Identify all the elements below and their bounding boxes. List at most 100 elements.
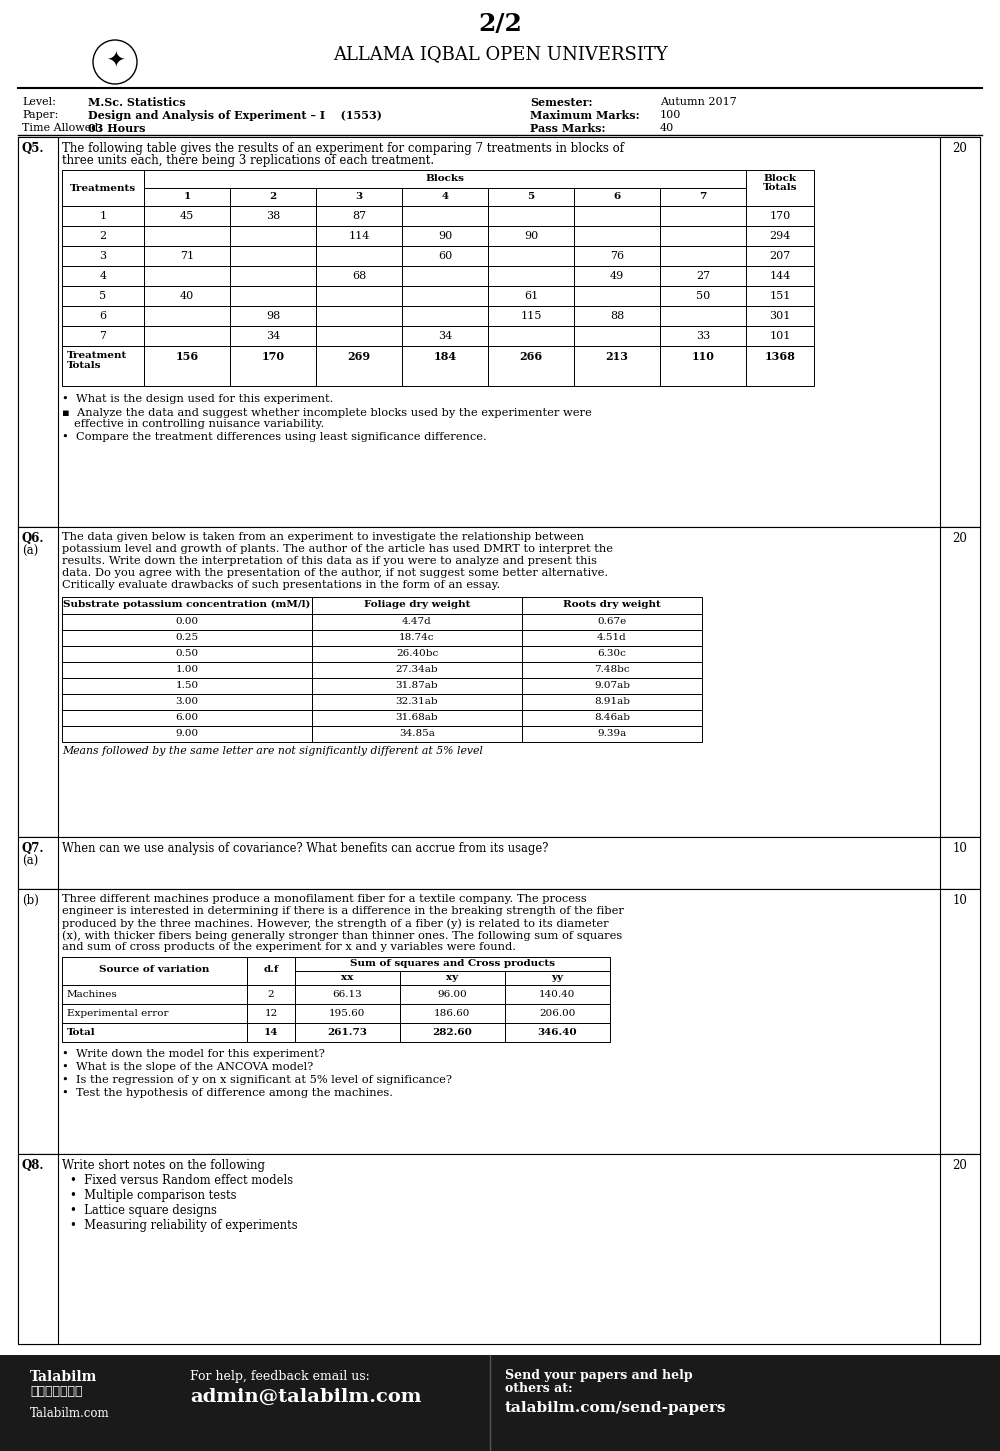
Text: •  What is the slope of the ANCOVA model?: • What is the slope of the ANCOVA model? — [62, 1062, 313, 1072]
Bar — [574, 247, 660, 266]
Bar — [316, 247, 402, 266]
Text: (a): (a) — [22, 855, 38, 868]
Text: 6.00: 6.00 — [175, 712, 199, 723]
Bar — [522, 710, 702, 726]
Bar — [230, 247, 316, 266]
Bar — [144, 345, 230, 386]
Text: Q8.: Q8. — [22, 1159, 44, 1172]
Bar — [312, 694, 522, 710]
Text: results. Write down the interpretation of this data as if you were to analyze an: results. Write down the interpretation o… — [62, 556, 597, 566]
Bar — [746, 226, 814, 247]
Bar — [316, 189, 402, 206]
Text: 8.91ab: 8.91ab — [594, 696, 630, 707]
Bar — [312, 726, 522, 741]
Bar — [247, 958, 295, 985]
Bar — [746, 326, 814, 345]
Bar — [247, 1023, 295, 1042]
Bar — [522, 596, 702, 614]
Bar — [144, 266, 230, 286]
Text: Totals: Totals — [67, 361, 102, 370]
Bar — [230, 189, 316, 206]
Bar — [144, 286, 230, 306]
Bar — [522, 678, 702, 694]
Text: 1.00: 1.00 — [175, 665, 199, 675]
Bar — [660, 247, 746, 266]
Bar — [62, 726, 312, 741]
Bar — [230, 266, 316, 286]
Bar — [402, 266, 488, 286]
Text: 10: 10 — [953, 842, 967, 855]
Text: 0.50: 0.50 — [175, 649, 199, 657]
Text: 20: 20 — [953, 142, 967, 155]
Text: 20: 20 — [953, 533, 967, 546]
Bar — [940, 1154, 980, 1344]
Text: Source of variation: Source of variation — [99, 965, 209, 974]
Text: 7: 7 — [699, 192, 707, 202]
Text: 170: 170 — [769, 210, 791, 221]
Text: 4.51d: 4.51d — [597, 633, 627, 641]
Bar — [488, 326, 574, 345]
Bar — [402, 345, 488, 386]
Text: 27.34ab: 27.34ab — [396, 665, 438, 675]
Text: 12: 12 — [264, 1008, 278, 1019]
Text: 0.25: 0.25 — [175, 633, 199, 641]
Bar — [18, 837, 58, 889]
Text: 10: 10 — [953, 894, 967, 907]
Bar — [402, 189, 488, 206]
Text: Substrate potassium concentration (mM/l): Substrate potassium concentration (mM/l) — [63, 601, 311, 609]
Text: 76: 76 — [610, 251, 624, 261]
Text: 3: 3 — [355, 192, 363, 202]
Text: 20: 20 — [953, 1159, 967, 1172]
Bar — [230, 226, 316, 247]
Text: produced by the three machines. However, the strength of a fiber (y) is related : produced by the three machines. However,… — [62, 918, 609, 929]
Bar — [522, 694, 702, 710]
Text: engineer is interested in determining if there is a difference in the breaking s: engineer is interested in determining if… — [62, 905, 624, 916]
Text: 110: 110 — [692, 351, 714, 361]
Text: 6.30c: 6.30c — [598, 649, 626, 657]
Text: Q7.: Q7. — [22, 842, 44, 855]
Bar — [488, 306, 574, 326]
Bar — [144, 247, 230, 266]
Text: 34: 34 — [438, 331, 452, 341]
Text: three units each, there being 3 replications of each treatment.: three units each, there being 3 replicat… — [62, 154, 434, 167]
Text: 34: 34 — [266, 331, 280, 341]
Text: Block: Block — [764, 174, 796, 183]
Text: 96.00: 96.00 — [437, 990, 467, 998]
Text: Blocks: Blocks — [426, 174, 464, 183]
Text: 346.40: 346.40 — [537, 1027, 577, 1037]
Text: 2/2: 2/2 — [478, 12, 522, 36]
Text: 100: 100 — [660, 110, 681, 120]
Bar — [574, 266, 660, 286]
Text: 3.00: 3.00 — [175, 696, 199, 707]
Text: ✦: ✦ — [106, 52, 124, 73]
Bar — [295, 1004, 400, 1023]
Text: Maximum Marks:: Maximum Marks: — [530, 110, 640, 120]
Text: yy: yy — [551, 974, 563, 982]
Bar — [574, 326, 660, 345]
Bar — [316, 326, 402, 345]
Text: Semester:: Semester: — [530, 97, 592, 107]
Bar — [144, 170, 746, 189]
Text: For help, feedback email us:: For help, feedback email us: — [190, 1370, 370, 1383]
Bar — [660, 206, 746, 226]
Text: Roots dry weight: Roots dry weight — [563, 601, 661, 609]
Text: 156: 156 — [175, 351, 199, 361]
Bar — [247, 1004, 295, 1023]
Text: Three different machines produce a monofilament fiber for a textile company. The: Three different machines produce a monof… — [62, 894, 587, 904]
Bar — [230, 345, 316, 386]
Bar — [18, 1154, 58, 1344]
Text: 18.74c: 18.74c — [399, 633, 435, 641]
Text: 61: 61 — [524, 292, 538, 300]
Bar — [402, 286, 488, 306]
Bar — [62, 226, 144, 247]
Text: Talabilm: Talabilm — [30, 1370, 97, 1384]
Bar — [316, 306, 402, 326]
Text: Experimental error: Experimental error — [67, 1008, 168, 1019]
Text: 98: 98 — [266, 311, 280, 321]
Text: Q6.: Q6. — [22, 533, 44, 546]
Bar — [230, 286, 316, 306]
Bar — [312, 678, 522, 694]
Text: and sum of cross products of the experiment for x and y variables were found.: and sum of cross products of the experim… — [62, 942, 516, 952]
Text: 32.31ab: 32.31ab — [396, 696, 438, 707]
Text: 49: 49 — [610, 271, 624, 281]
